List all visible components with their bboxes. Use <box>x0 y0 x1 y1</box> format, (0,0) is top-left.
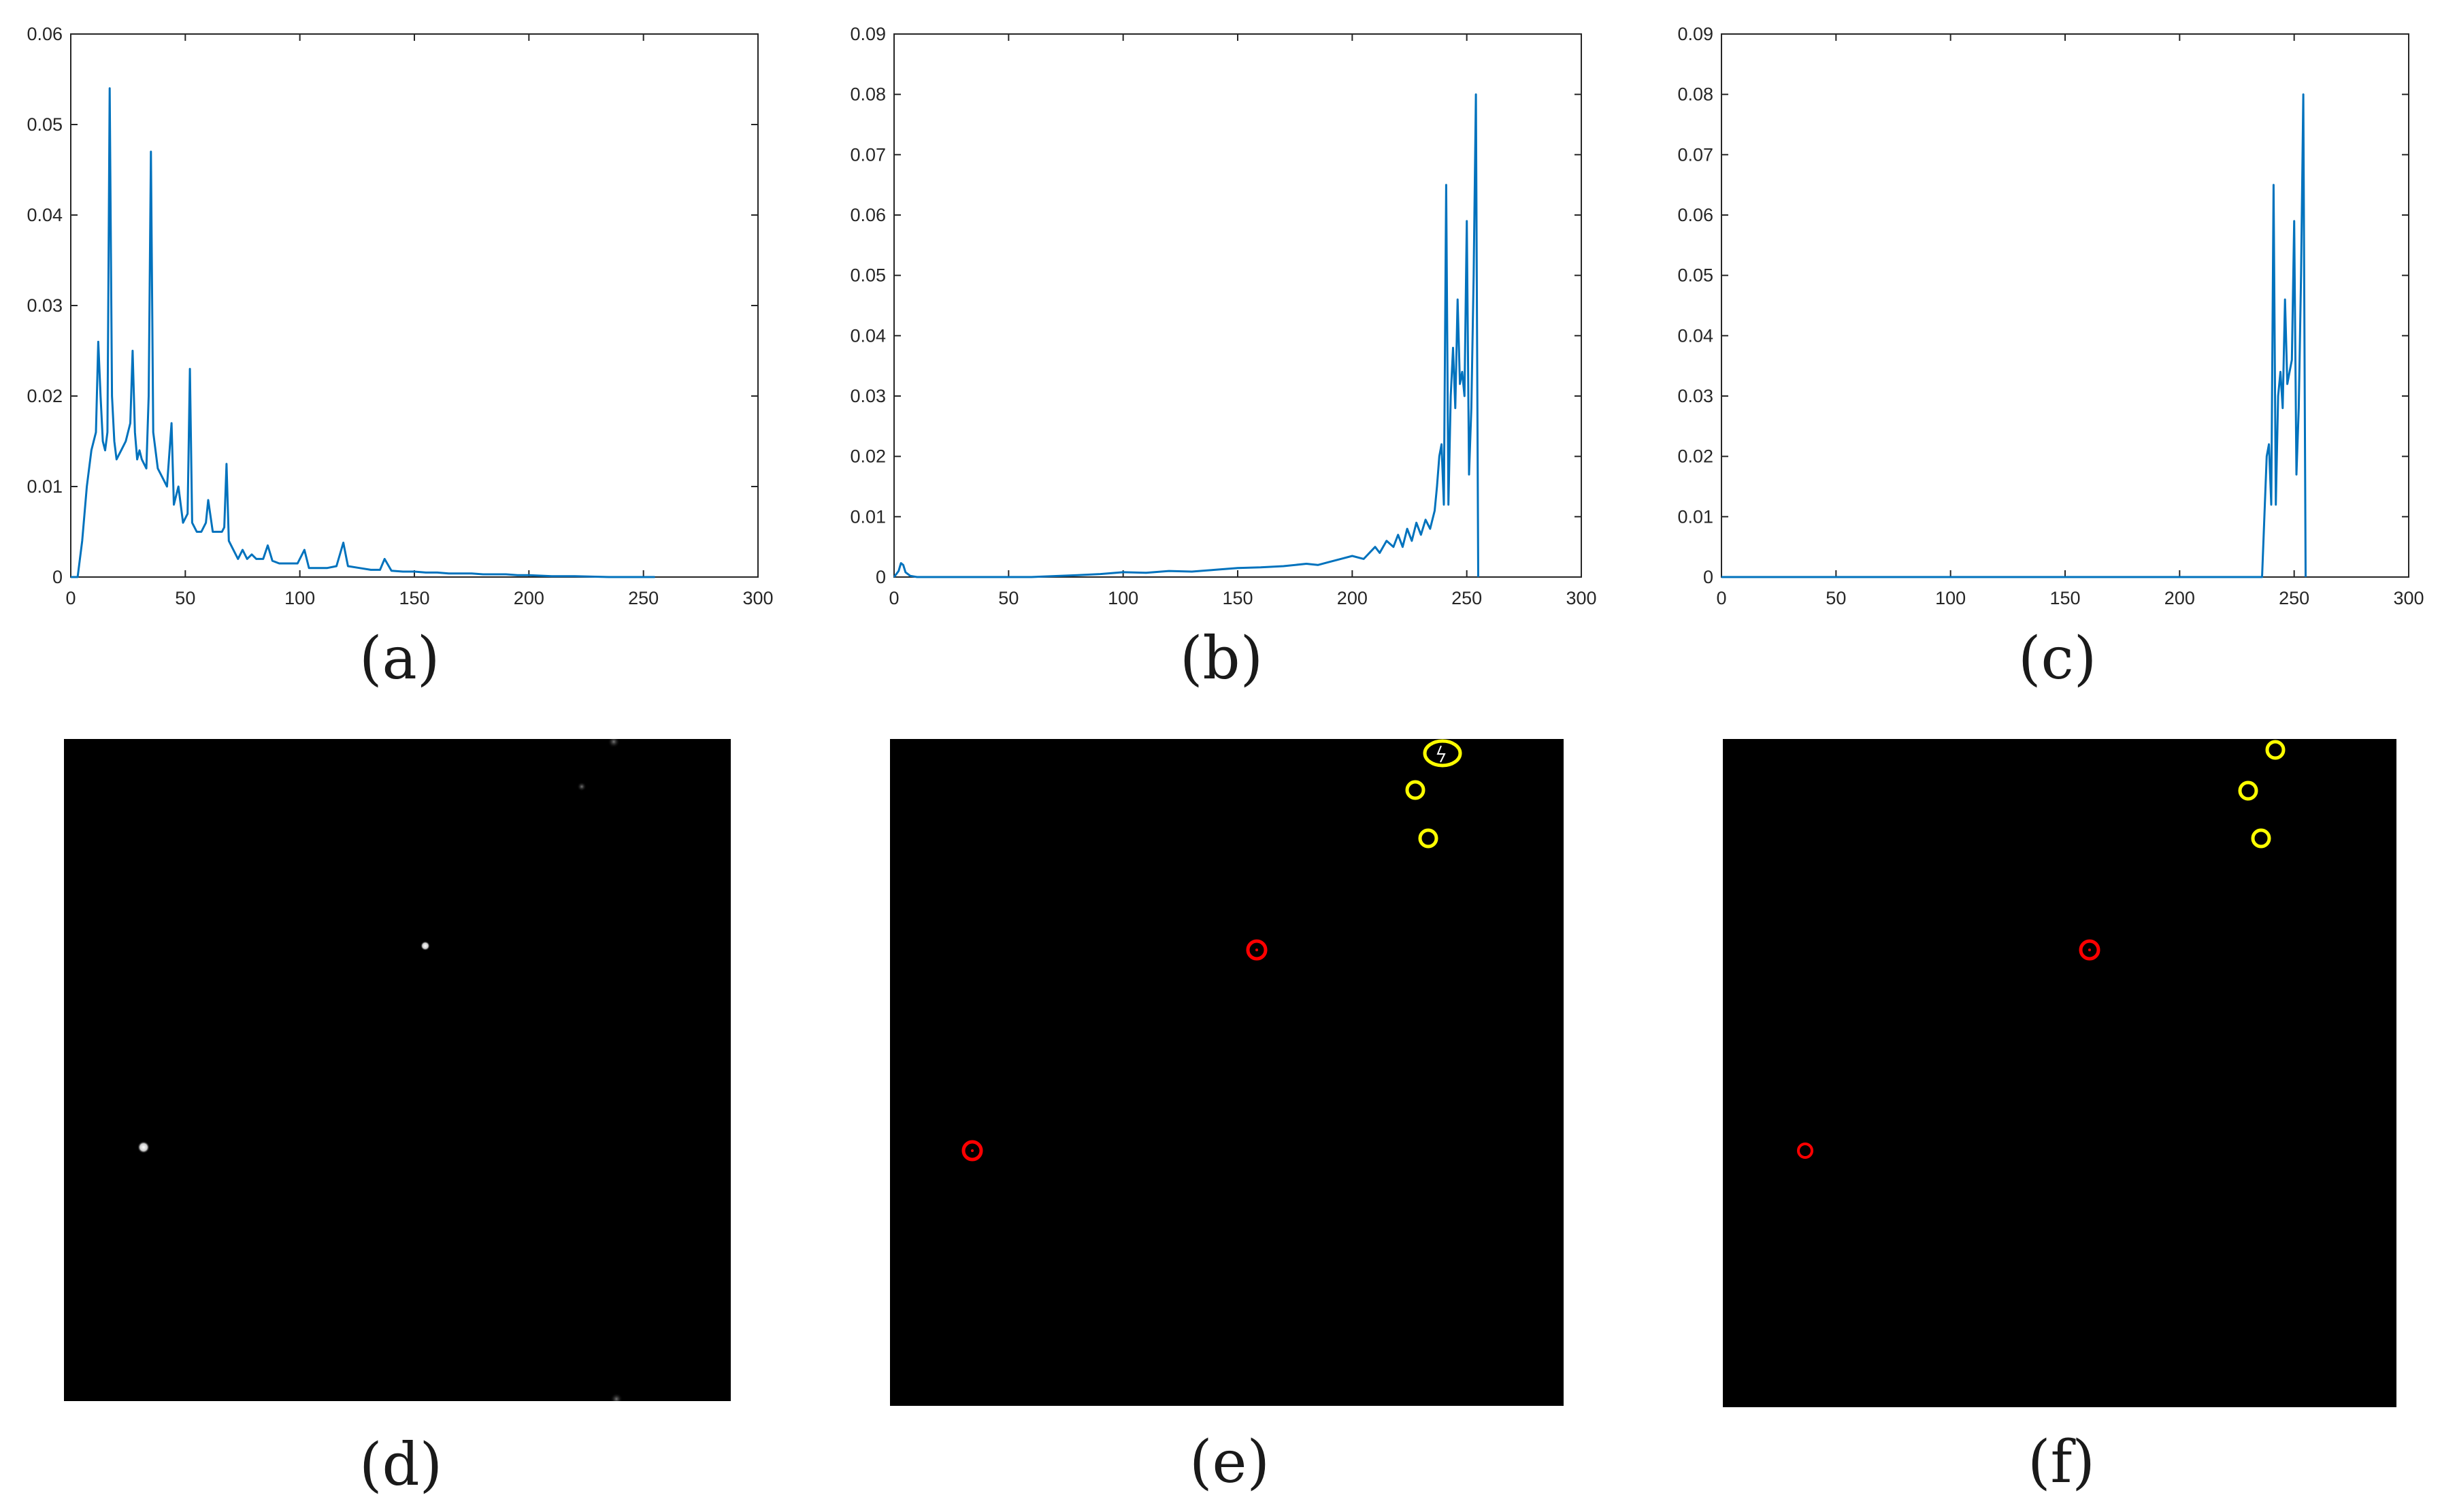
red-circle-marker <box>1797 1143 1813 1159</box>
x-tick-label: 300 <box>742 588 773 608</box>
y-tick-label: 0.05 <box>27 114 63 135</box>
y-tick-label: 0.03 <box>1677 386 1713 406</box>
x-tick-label: 200 <box>2164 588 2195 608</box>
x-tick-label: 150 <box>399 588 429 608</box>
caption-f: (f) <box>2028 1428 2095 1496</box>
x-tick-label: 250 <box>1451 588 1482 608</box>
yellow-circle-marker <box>1405 780 1425 800</box>
x-tick-label: 200 <box>514 588 544 608</box>
caption-b: (b) <box>1180 625 1264 693</box>
y-tick-label: 0.01 <box>850 506 886 527</box>
y-tick-label: 0.02 <box>27 386 63 406</box>
y-tick-label: 0 <box>1703 567 1713 587</box>
y-tick-label: 0 <box>876 567 886 587</box>
y-tick-label: 0.04 <box>27 205 63 225</box>
y-tick-label: 0.05 <box>1677 265 1713 286</box>
y-tick-label: 0.04 <box>850 325 886 346</box>
red-circle-marker <box>961 1140 983 1162</box>
x-tick-label: 200 <box>1337 588 1368 608</box>
histogram-line <box>893 93 1479 578</box>
faint-spot <box>577 782 587 791</box>
yellow-circle-marker <box>1418 828 1438 849</box>
plot-frame <box>70 33 759 578</box>
y-tick-label: 0.06 <box>850 205 886 225</box>
x-tick-label: 0 <box>65 588 76 608</box>
histogram-line <box>71 87 655 578</box>
red-marker-center <box>971 1149 974 1152</box>
y-tick-label: 0.05 <box>850 265 886 286</box>
y-tick-label: 0.03 <box>850 386 886 406</box>
x-tick-label: 0 <box>1716 588 1726 608</box>
chart-c: 0 50 100 150 200 250 300 0 0.01 0.02 0.03 0.04 0.05 0… <box>1677 24 2424 608</box>
detection-image-f <box>1723 739 2396 1407</box>
y-tick-label: 0.03 <box>27 295 63 316</box>
bright-spot <box>421 941 430 951</box>
y-tick-label: 0.09 <box>850 24 886 44</box>
x-tick-label: 150 <box>1222 588 1253 608</box>
y-tick-label: 0.09 <box>1677 24 1713 44</box>
faint-spot <box>608 736 620 748</box>
yellow-circle-marker <box>2265 740 2286 760</box>
y-tick-label: 0.01 <box>1677 506 1713 527</box>
markers-overlay-e <box>961 739 1462 1162</box>
y-tick-label: 0.02 <box>1677 446 1713 467</box>
x-tick-label: 100 <box>284 588 315 608</box>
yellow-circle-marker <box>2238 780 2258 801</box>
y-tick-label: 0.07 <box>850 144 886 165</box>
x-tick-label: 300 <box>1566 588 1596 608</box>
red-marker-center <box>1255 949 1258 951</box>
faint-spot <box>610 1393 623 1405</box>
chart-b: 0 50 100 150 200 250 300 0 0.01 0.02 0.03 0.04 0.05 0… <box>850 24 1596 608</box>
x-tick-label: 0 <box>889 588 899 608</box>
histogram-line <box>1721 93 2307 578</box>
chart-a: 0 50 100 150 200 250 300 0 0.01 0.02 0.03 0.04 0.05 0… <box>27 24 773 608</box>
y-tick-label: 0.06 <box>1677 205 1713 225</box>
x-tick-label: 50 <box>175 588 195 608</box>
caption-c: (c) <box>2018 625 2097 693</box>
yellow-circle-marker <box>2251 828 2271 849</box>
y-tick-label: 0 <box>52 567 63 587</box>
microscopy-image-d <box>64 736 731 1405</box>
x-tick-label: 100 <box>1935 588 1966 608</box>
yellow-ellipse-marker <box>1423 739 1462 768</box>
chart-row: 0 50 100 150 200 250 300 0 0.01 0.02 0.03 0.04 0.05 0… <box>27 24 2424 608</box>
y-tick-label: 0.06 <box>27 24 63 44</box>
x-tick-label: 50 <box>998 588 1019 608</box>
markers-overlay-f <box>1797 740 2286 1159</box>
caption-d: (d) <box>359 1431 443 1499</box>
y-tick-label: 0.08 <box>1677 84 1713 105</box>
x-tick-label: 150 <box>2049 588 2080 608</box>
x-tick-label: 50 <box>1826 588 1846 608</box>
y-tick-label: 0.02 <box>850 446 886 467</box>
red-marker-center <box>2088 949 2091 951</box>
bright-spot <box>137 1141 150 1153</box>
x-tick-label: 100 <box>1108 588 1138 608</box>
x-tick-label: 300 <box>2393 588 2424 608</box>
y-tick-label: 0.01 <box>27 476 63 497</box>
caption-a: (a) <box>359 625 440 693</box>
y-tick-label: 0.08 <box>850 84 886 105</box>
y-tick-label: 0.04 <box>1677 325 1713 346</box>
spot-glyph <box>1436 745 1446 763</box>
detection-image-e <box>890 739 1564 1406</box>
x-tick-label: 250 <box>628 588 659 608</box>
spots-overlay-d <box>137 736 623 1405</box>
red-circle-marker <box>1246 939 1268 961</box>
red-circle-marker <box>2079 939 2100 961</box>
x-tick-label: 250 <box>2279 588 2309 608</box>
y-tick-label: 0.07 <box>1677 144 1713 165</box>
caption-e: (e) <box>1189 1428 1270 1496</box>
